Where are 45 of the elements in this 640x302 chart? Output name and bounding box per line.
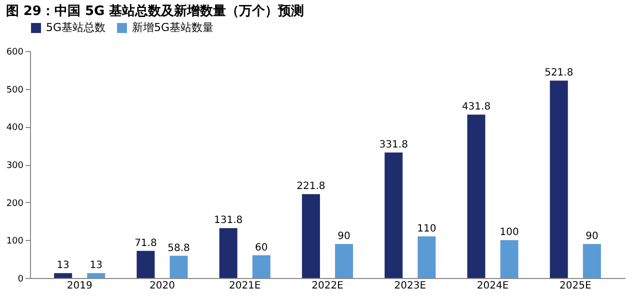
bar — [335, 244, 354, 278]
data-label: 90 — [586, 230, 598, 242]
y-tick-label: 500 — [6, 85, 24, 96]
data-label: 331.8 — [379, 139, 408, 150]
bar — [582, 244, 601, 278]
bar — [54, 273, 72, 278]
x-tick-label: 2024E — [476, 280, 509, 292]
x-tick-label: 2022E — [312, 280, 344, 292]
bar — [219, 228, 238, 278]
bar — [302, 194, 320, 278]
data-label: 58.8 — [168, 242, 190, 254]
bar — [384, 152, 403, 278]
legend-label: 5G基站总数 — [46, 21, 106, 34]
y-tick-label: 100 — [6, 236, 24, 247]
x-tick-label: 2021E — [228, 280, 261, 292]
data-label: 60 — [255, 242, 268, 254]
bar — [500, 240, 518, 278]
data-label: 131.8 — [214, 215, 243, 226]
x-tick-label: 2020 — [149, 280, 175, 292]
bar — [136, 250, 155, 278]
data-label: 71.8 — [134, 238, 157, 249]
x-tick-label: 2023E — [394, 280, 426, 292]
data-label: 221.8 — [296, 181, 326, 192]
y-tick-label: 600 — [6, 48, 24, 58]
bar — [418, 236, 436, 278]
y-tick-label: 0 — [18, 274, 24, 284]
data-label: 90 — [338, 230, 350, 242]
data-label: 13 — [90, 260, 102, 272]
data-label: 100 — [500, 227, 519, 238]
bar — [87, 273, 106, 278]
legend-label: 新增5G基站数量 — [132, 21, 214, 34]
y-tick-label: 400 — [6, 123, 24, 134]
bar — [170, 256, 188, 278]
chart-title: 图 29：中国 5G 基站总数及新增数量（万个）预测 — [6, 3, 304, 19]
bar — [550, 80, 568, 278]
bar — [467, 114, 486, 278]
data-label: 431.8 — [462, 102, 491, 113]
data-label: 521.8 — [544, 68, 574, 79]
x-tick-label: 2019 — [66, 280, 92, 292]
y-tick-label: 300 — [6, 161, 24, 171]
y-tick-label: 200 — [6, 198, 24, 209]
x-tick-label: 2025E — [560, 280, 592, 292]
data-label: 13 — [56, 260, 70, 272]
data-label: 110 — [417, 223, 436, 234]
bar — [252, 255, 270, 278]
